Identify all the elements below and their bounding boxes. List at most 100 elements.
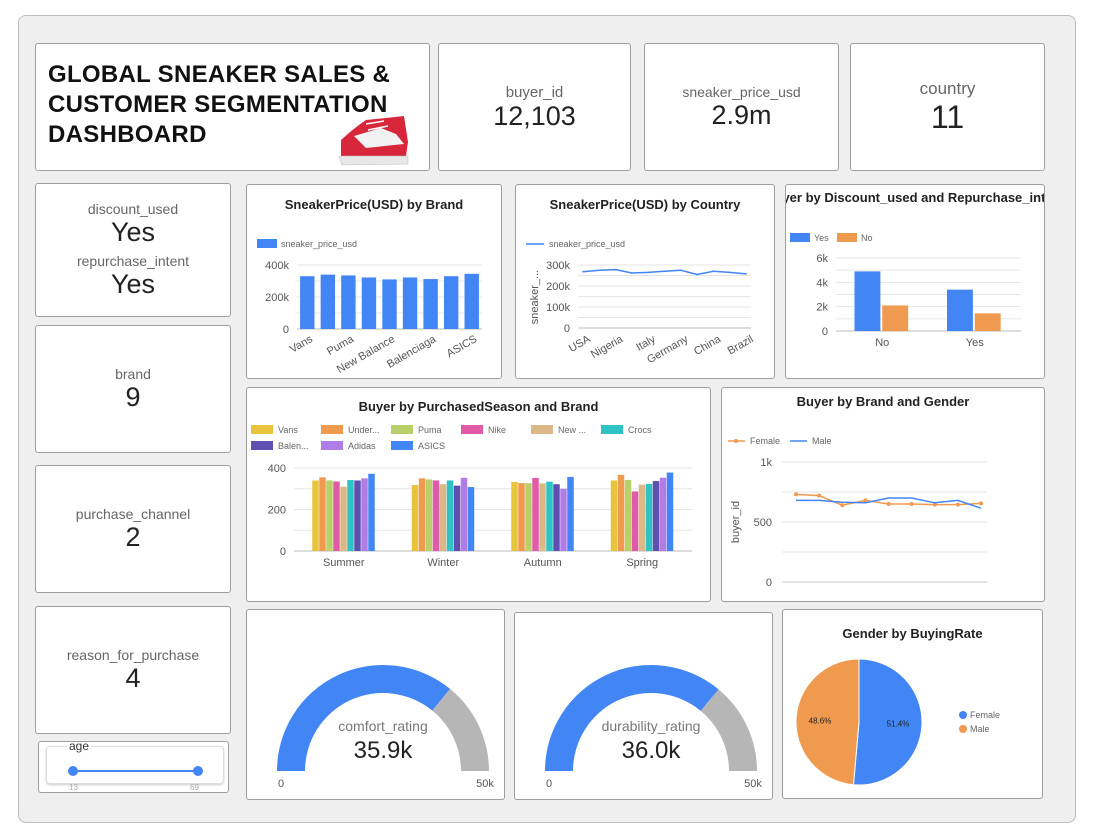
bar <box>645 483 653 551</box>
bar <box>947 289 973 331</box>
kpi-label: reason_for_purchase <box>66 647 200 663</box>
legend-label: Adidas <box>348 441 376 451</box>
kpi-value: 4 <box>125 663 141 693</box>
age-max-value: 69 <box>190 783 199 792</box>
bar <box>341 275 356 329</box>
data-point <box>582 270 584 273</box>
legend-swatch <box>531 425 553 434</box>
discount-repurchase-bar-chart: Buyer by Discount_used and Repurchase_in… <box>785 184 1045 379</box>
gauge-max: 50k <box>744 778 762 790</box>
chart-svg: Gender by BuyingRate 51.4% Female 48.6% Male <box>795 626 1000 786</box>
y-tick-label: 6k <box>816 253 828 265</box>
age-slider-max-handle[interactable] <box>193 766 203 776</box>
kpi-value: 2.9m <box>711 100 772 130</box>
chart-svg: durability_rating 36.0k 0 50k <box>545 665 762 790</box>
kpi-buyer-id: buyer_id 12,103 <box>438 43 631 171</box>
kpi-label: brand <box>115 366 151 382</box>
bar <box>354 480 361 551</box>
data-point <box>863 498 868 503</box>
legend-swatch <box>251 425 273 434</box>
kpi-brand: brand 9 <box>35 325 231 453</box>
brand-gender-line-chart: Buyer by Brand and Gender Female Male buyer… <box>721 387 1045 602</box>
y-tick-label: 1k <box>760 457 772 469</box>
bar <box>300 276 315 329</box>
y-tick-label: 500 <box>754 517 772 529</box>
kpi-country: country 11 <box>850 43 1045 171</box>
bar <box>539 483 546 551</box>
gauge-remaining-arc <box>700 689 757 771</box>
age-filter-label: age <box>67 741 92 753</box>
legend-swatch <box>601 425 623 434</box>
legend-swatch <box>321 441 343 450</box>
y-tick-label: 400 <box>268 463 286 475</box>
chart-title: Gender by BuyingRate <box>842 626 982 641</box>
data-point <box>696 273 698 276</box>
bar <box>423 279 438 329</box>
data-point <box>909 502 914 506</box>
bar <box>467 487 475 551</box>
data-point <box>932 502 937 507</box>
x-tick-label: Autumn <box>524 557 562 569</box>
y-tick-label: 200k <box>265 292 289 304</box>
age-slider-track <box>74 770 198 772</box>
legend-label: Nike <box>488 425 506 435</box>
legend-label: Vans <box>278 425 298 435</box>
bar <box>361 478 368 551</box>
kpi-value: Yes <box>110 269 156 299</box>
data-point <box>663 270 666 273</box>
x-tick-label: Puma <box>325 333 357 358</box>
chart-svg: comfort_rating 35.9k 0 50k <box>277 665 494 790</box>
country-price-line-chart: SneakerPrice(USD) by Country sneaker_pric… <box>515 184 775 379</box>
bar <box>882 305 909 331</box>
data-point <box>728 271 731 274</box>
bar <box>340 486 347 551</box>
bar <box>511 481 518 551</box>
bar <box>525 483 532 551</box>
legend-swatch <box>391 425 413 434</box>
bar <box>610 480 618 551</box>
pie-slice <box>795 658 860 786</box>
bar <box>617 474 625 551</box>
legend-swatch <box>837 233 857 242</box>
bar <box>411 485 419 551</box>
data-point <box>680 269 682 272</box>
y-axis-label: buyer_id <box>730 501 742 543</box>
legend-swatch <box>461 425 483 434</box>
bar <box>361 277 377 329</box>
chart-title: Buyer by Brand and Gender <box>797 394 970 409</box>
chart-svg: SneakerPrice(USD) by Country sneaker_pric… <box>526 197 756 366</box>
legend-marker <box>959 725 967 733</box>
age-min-value: 13 <box>69 783 78 792</box>
kpi-reason: reason_for_purchase 4 <box>35 606 231 734</box>
bar <box>319 477 326 551</box>
y-tick-label: 200 <box>268 505 286 517</box>
bar <box>652 481 660 551</box>
kpi-label: buyer_id <box>505 83 564 101</box>
kpi-value: Yes <box>110 217 156 247</box>
y-tick-label: 0 <box>766 577 772 589</box>
sneaker-image <box>338 116 409 166</box>
age-filter[interactable]: age 13 69 <box>38 741 229 793</box>
y-tick-label: 400k <box>265 260 289 272</box>
y-tick-label: 100k <box>546 302 570 314</box>
gauge-value: 35.9k <box>354 737 414 764</box>
gauge-label: comfort_rating <box>338 718 427 734</box>
bar <box>638 484 646 551</box>
legend-label: Female <box>750 436 780 446</box>
title-card: GLOBAL SNEAKER SALES & CUSTOMER SEGMENTA… <box>35 43 430 171</box>
legend-label: Under... <box>348 425 380 435</box>
bar <box>443 276 459 329</box>
page-title: GLOBAL SNEAKER SALES & CUSTOMER SEGMENTA… <box>48 61 391 148</box>
legend-swatch <box>257 239 277 248</box>
y-tick-label: 0 <box>283 324 289 336</box>
legend-label: Male <box>812 436 832 446</box>
gauge-remaining-arc <box>432 688 489 771</box>
data-point <box>614 268 617 271</box>
pie-slice-label: 51.4% <box>887 720 910 729</box>
age-slider-min-handle[interactable] <box>68 766 78 776</box>
legend-label: Yes <box>814 233 829 243</box>
y-tick-label: 0 <box>280 546 286 558</box>
chart-svg: SneakerPrice(USD) by Brand sneaker_price_… <box>257 197 482 376</box>
gauge-max: 50k <box>476 778 494 790</box>
kpi-label: discount_used <box>87 201 179 217</box>
